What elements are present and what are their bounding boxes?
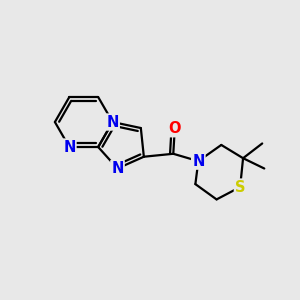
Text: N: N [111, 161, 124, 176]
Text: O: O [169, 121, 181, 136]
Text: N: N [106, 115, 119, 130]
Text: S: S [235, 180, 245, 195]
Text: N: N [192, 154, 205, 169]
Text: N: N [63, 140, 76, 154]
